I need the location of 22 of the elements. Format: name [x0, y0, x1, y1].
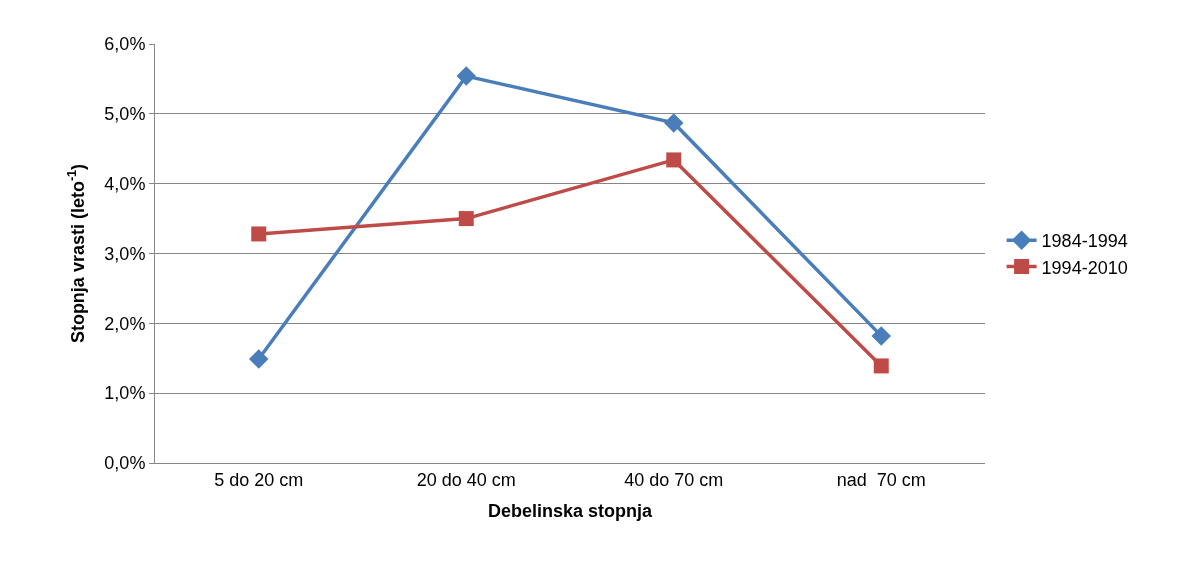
- x-tick-label: 5 do 20 cm: [214, 469, 304, 490]
- legend-label: 1984-1994: [1041, 231, 1128, 252]
- legend-label: 1994-2010: [1041, 257, 1128, 278]
- point: [666, 152, 682, 168]
- point: [873, 358, 889, 374]
- x-axis-title: Debelinska stopnja: [487, 500, 654, 521]
- y-tick-label: 1,0%: [104, 383, 146, 404]
- y-tick-label: 0,0%: [104, 453, 146, 474]
- point: [456, 66, 476, 86]
- x-tick-label: 20 do 40 cm: [416, 469, 516, 490]
- point: [251, 226, 267, 242]
- point: [664, 113, 684, 133]
- y-tick-label: 6,0%: [104, 34, 146, 55]
- y-tick-label: 5,0%: [104, 104, 146, 125]
- y-tick-label: 4,0%: [104, 173, 146, 194]
- x-tick-label: nad 70 cm: [836, 469, 926, 490]
- y-tick-label: 2,0%: [104, 313, 146, 334]
- x-tick-label: 40 do 70 cm: [624, 469, 724, 490]
- point: [458, 211, 474, 227]
- point: [249, 349, 269, 369]
- y-tick-label: 3,0%: [104, 243, 146, 264]
- point: [871, 326, 891, 346]
